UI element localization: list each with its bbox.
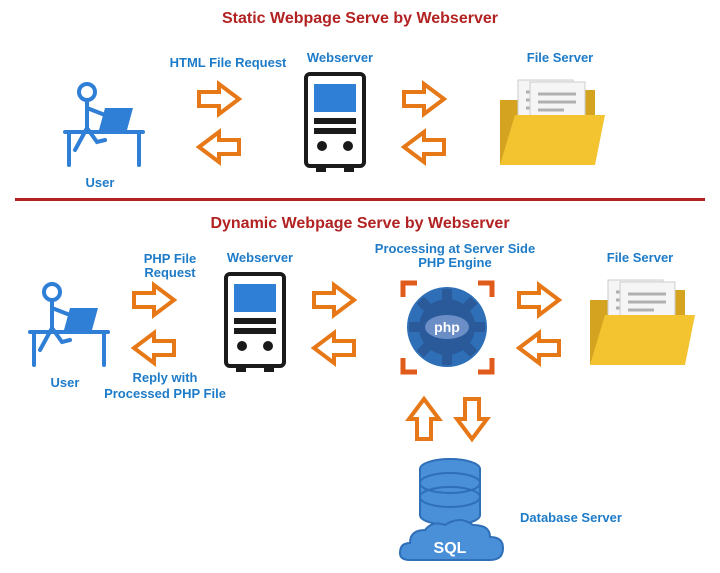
arrow-down-6 [453, 395, 491, 443]
arrow-right-4 [310, 281, 358, 319]
folder-icon-bottom [580, 270, 700, 375]
webserver-icon-bottom [220, 270, 290, 375]
folder-icon-top [490, 70, 610, 175]
webserver-label-bottom: Webserver [215, 250, 305, 265]
fileserver-label-top: File Server [510, 50, 610, 65]
user-label-top: User [70, 175, 130, 190]
arrow-left-2 [400, 128, 448, 166]
request-label-bottom: PHP File Request [120, 252, 220, 281]
section-divider [15, 198, 705, 201]
webserver-icon-top [300, 70, 370, 175]
arrow-right-5 [515, 281, 563, 319]
arrow-left-4 [310, 329, 358, 367]
request-label-top: HTML File Request [158, 55, 298, 70]
dynamic-title: Dynamic Webpage Serve by Webserver [0, 215, 720, 233]
arrow-right-3 [130, 281, 178, 319]
fileserver-label-bottom: File Server [590, 250, 690, 265]
webserver-label-top: Webserver [295, 50, 385, 65]
dbserver-label: Database Server [520, 510, 660, 525]
arrow-right-1 [195, 80, 243, 118]
arrow-left-5 [515, 329, 563, 367]
user-icon-bottom [20, 280, 115, 370]
arrow-right-2 [400, 80, 448, 118]
reply-label: Reply with Processed PHP File [95, 370, 235, 401]
database-icon: SQL [395, 455, 515, 565]
php-engine-icon: php [395, 275, 500, 380]
arrow-left-3 [130, 329, 178, 367]
static-title: Static Webpage Serve by Webserver [0, 10, 720, 28]
svg-text:php: php [434, 319, 460, 335]
svg-text:SQL: SQL [434, 540, 467, 557]
user-icon-top [55, 80, 150, 170]
arrow-up-6 [405, 395, 443, 443]
arrow-left-1 [195, 128, 243, 166]
user-label-bottom: User [35, 375, 95, 390]
php-label: Processing at Server Side PHP Engine [360, 242, 550, 271]
